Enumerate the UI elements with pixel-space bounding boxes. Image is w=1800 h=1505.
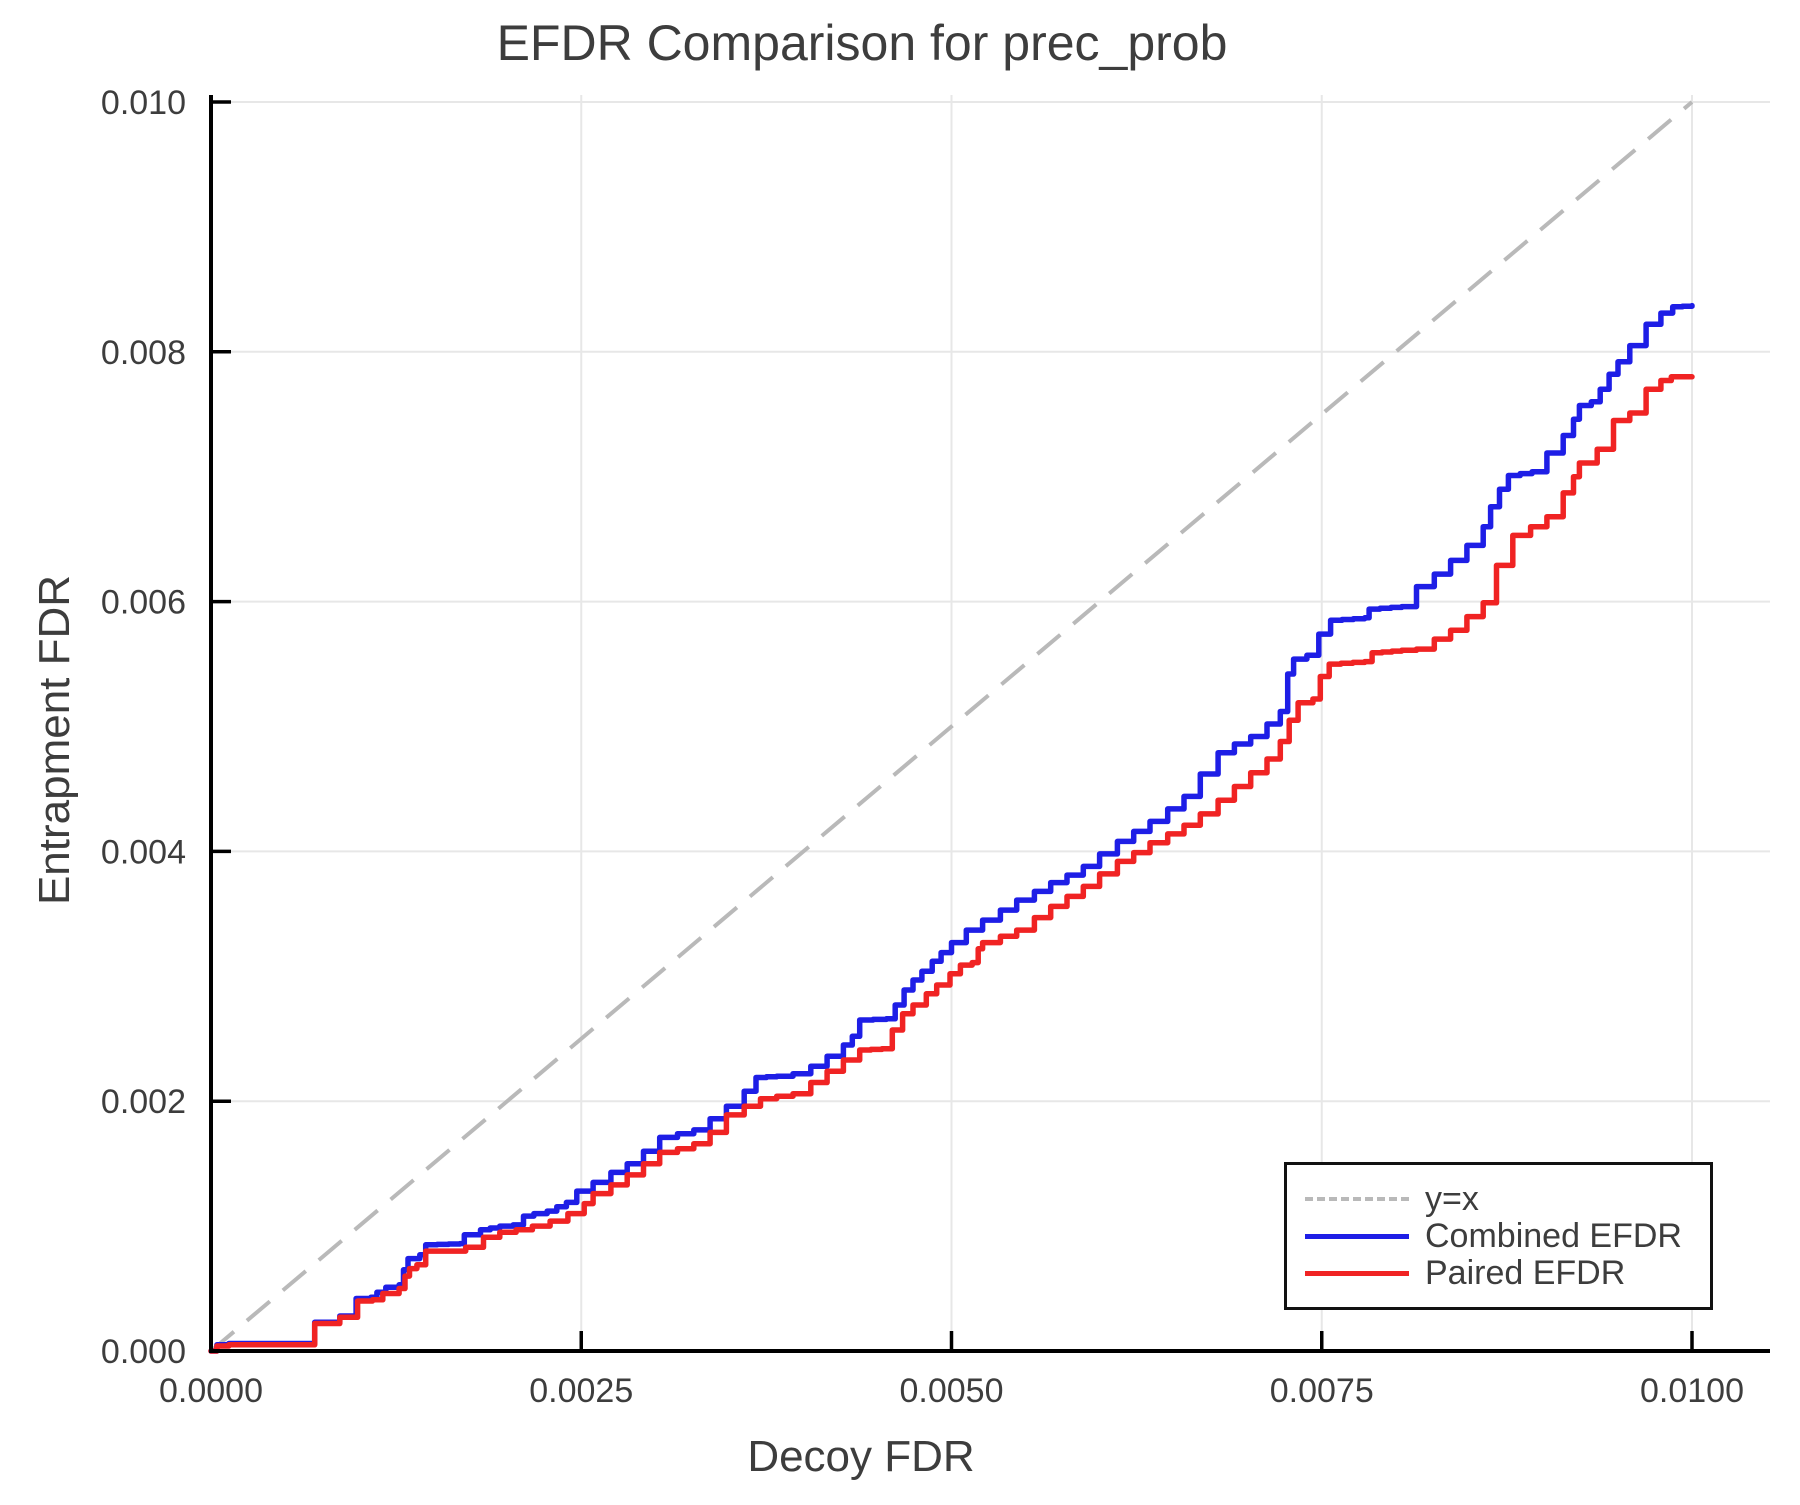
svg-text:0.002: 0.002 — [101, 1083, 186, 1121]
svg-text:0.008: 0.008 — [101, 334, 186, 372]
svg-text:0.0050: 0.0050 — [900, 1372, 1004, 1410]
svg-text:0.000: 0.000 — [101, 1333, 186, 1371]
legend: y=x Combined EFDR Paired EFDR — [1284, 1162, 1713, 1310]
dashed-line-icon — [1305, 1197, 1409, 1201]
legend-label: Paired EFDR — [1425, 1254, 1626, 1292]
svg-text:0.0000: 0.0000 — [159, 1372, 263, 1410]
legend-label: y=x — [1425, 1180, 1479, 1218]
y-axis-label: Entrapment FDR — [30, 574, 79, 906]
legend-entry-paired: Paired EFDR — [1305, 1255, 1710, 1292]
x-axis-label: Decoy FDR — [747, 1432, 975, 1481]
svg-text:0.0025: 0.0025 — [529, 1372, 633, 1410]
legend-entry-combined: Combined EFDR — [1305, 1218, 1710, 1255]
svg-text:0.0100: 0.0100 — [1640, 1372, 1744, 1410]
legend-entry-yx: y=x — [1305, 1181, 1710, 1218]
legend-label: Combined EFDR — [1425, 1217, 1682, 1255]
chart-title: EFDR Comparison for prec_prob — [496, 15, 1228, 71]
svg-text:0.004: 0.004 — [101, 833, 186, 871]
blue-line-icon — [1305, 1233, 1409, 1239]
svg-text:0.006: 0.006 — [101, 584, 186, 622]
svg-text:0.010: 0.010 — [101, 84, 186, 122]
red-line-icon — [1305, 1270, 1409, 1276]
svg-text:0.0075: 0.0075 — [1270, 1372, 1374, 1410]
